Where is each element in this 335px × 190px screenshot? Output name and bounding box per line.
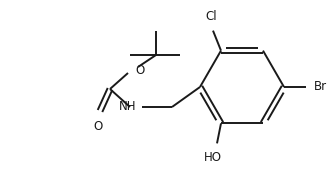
Text: O: O (135, 63, 144, 77)
Text: O: O (93, 120, 103, 133)
Text: Cl: Cl (205, 10, 217, 23)
Text: NH: NH (119, 101, 136, 113)
Text: Br: Br (314, 81, 327, 93)
Text: HO: HO (204, 151, 222, 164)
